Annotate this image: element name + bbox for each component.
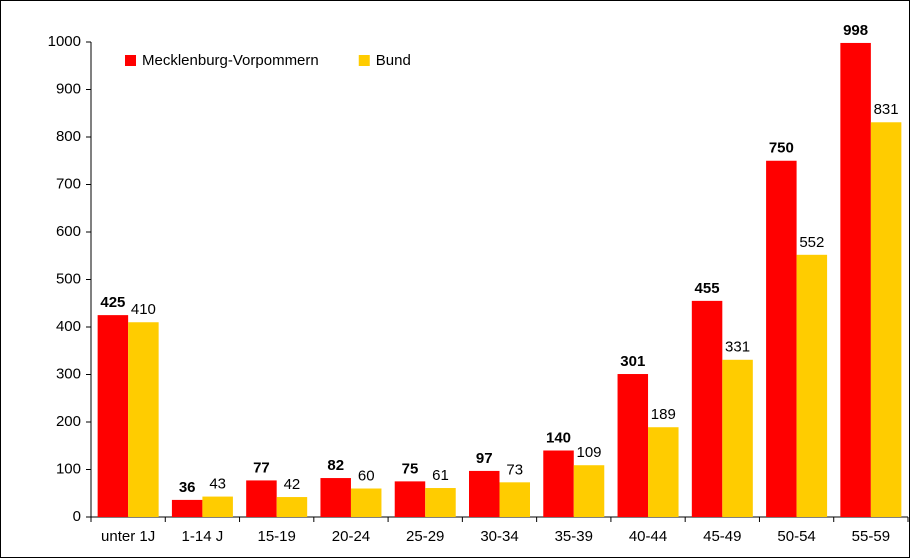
data-label: 109 [577, 444, 602, 461]
legend-label: Bund [376, 52, 411, 69]
bar [128, 322, 159, 517]
y-tick-label: 300 [56, 365, 81, 382]
bar [350, 488, 382, 517]
data-label: 42 [284, 476, 301, 493]
x-tick-label: 40-44 [629, 528, 667, 545]
bar [320, 478, 351, 517]
y-tick-label: 900 [56, 80, 81, 97]
bar [171, 499, 203, 517]
data-label: 750 [769, 140, 794, 157]
data-label: 77 [253, 459, 270, 476]
data-label: 998 [843, 22, 868, 39]
bar [276, 497, 308, 517]
x-tick-label: 25-29 [406, 528, 444, 545]
bar [573, 465, 605, 517]
bar [425, 488, 456, 517]
bar [840, 42, 871, 517]
x-tick-label: 55-59 [852, 528, 890, 545]
bar [246, 480, 277, 517]
y-tick-label: 700 [56, 175, 81, 192]
data-label: 43 [209, 476, 226, 493]
y-tick-label: 0 [73, 508, 81, 525]
data-label: 831 [874, 101, 899, 118]
y-tick-label: 400 [56, 318, 81, 335]
bar [202, 496, 233, 517]
data-label: 82 [327, 457, 344, 474]
data-label: 75 [402, 460, 419, 477]
bar [722, 359, 753, 517]
data-label: 425 [100, 294, 125, 311]
bar [394, 481, 426, 517]
y-tick-label: 500 [56, 270, 81, 287]
data-label: 331 [725, 339, 750, 356]
y-tick-label: 200 [56, 413, 81, 430]
bar [469, 470, 500, 517]
data-label: 61 [432, 467, 449, 484]
legend-swatch [125, 55, 136, 66]
y-tick-label: 1000 [48, 33, 81, 50]
x-tick-label: 20-24 [332, 528, 370, 545]
x-tick-label: 30-34 [480, 528, 518, 545]
bar [796, 254, 828, 518]
data-label: 301 [620, 353, 645, 370]
data-label: 410 [131, 301, 156, 318]
x-tick-label: unter 1J [101, 528, 155, 545]
x-tick-label: 15-19 [257, 528, 295, 545]
bar [97, 315, 129, 517]
data-label: 189 [651, 406, 676, 423]
data-label: 97 [476, 450, 493, 467]
data-label: 455 [695, 280, 720, 297]
legend-label: Mecklenburg-Vorpommern [142, 52, 319, 69]
legend-swatch [358, 55, 370, 66]
data-label: 140 [546, 429, 571, 446]
bar [543, 450, 574, 517]
y-tick-label: 800 [56, 128, 81, 145]
x-tick-label: 35-39 [555, 528, 593, 545]
bar [870, 122, 902, 518]
data-label: 36 [179, 479, 196, 496]
data-label: 60 [358, 467, 375, 484]
bar [766, 160, 797, 517]
data-label: 73 [506, 461, 523, 478]
y-tick-label: 100 [56, 460, 81, 477]
x-tick-label: 1-14 J [182, 528, 224, 545]
bar [648, 427, 679, 517]
legend-box [110, 46, 475, 76]
bar [617, 374, 649, 517]
data-label: 552 [799, 234, 824, 251]
bar [499, 482, 530, 517]
bar [691, 300, 723, 517]
x-tick-label: 45-49 [703, 528, 741, 545]
x-tick-label: 50-54 [777, 528, 815, 545]
y-tick-label: 600 [56, 223, 81, 240]
